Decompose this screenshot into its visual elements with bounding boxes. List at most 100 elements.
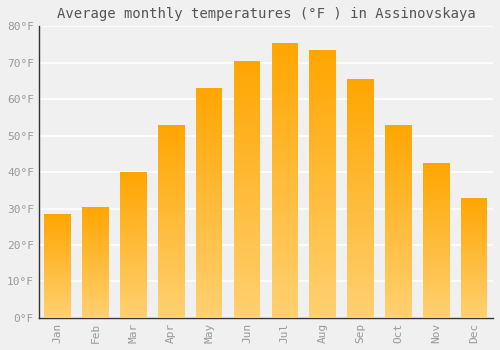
Bar: [461, 275, 487, 276]
Bar: [272, 290, 298, 293]
Bar: [196, 127, 222, 130]
Bar: [82, 245, 109, 246]
Bar: [461, 317, 487, 318]
Bar: [158, 279, 184, 281]
Bar: [423, 284, 450, 285]
Bar: [423, 168, 450, 169]
Bar: [385, 140, 411, 142]
Bar: [44, 230, 71, 231]
Bar: [348, 296, 374, 299]
Bar: [461, 243, 487, 245]
Bar: [348, 256, 374, 258]
Bar: [461, 254, 487, 256]
Bar: [423, 242, 450, 244]
Bar: [196, 242, 222, 244]
Bar: [461, 223, 487, 224]
Bar: [461, 284, 487, 286]
Bar: [272, 249, 298, 252]
Bar: [82, 279, 109, 280]
Bar: [44, 309, 71, 310]
Bar: [272, 109, 298, 112]
Bar: [385, 181, 411, 183]
Bar: [44, 235, 71, 236]
Bar: [272, 180, 298, 183]
Bar: [272, 51, 298, 54]
Bar: [44, 278, 71, 279]
Bar: [234, 115, 260, 118]
Bar: [423, 193, 450, 194]
Bar: [348, 151, 374, 153]
Bar: [234, 156, 260, 159]
Bar: [44, 234, 71, 235]
Bar: [158, 237, 184, 239]
Bar: [158, 189, 184, 190]
Bar: [272, 199, 298, 202]
Bar: [310, 82, 336, 85]
Bar: [385, 231, 411, 233]
Bar: [461, 215, 487, 216]
Bar: [158, 148, 184, 150]
Bar: [272, 288, 298, 290]
Bar: [158, 273, 184, 275]
Bar: [158, 127, 184, 128]
Bar: [82, 252, 109, 253]
Bar: [82, 267, 109, 268]
Bar: [120, 236, 146, 238]
Bar: [310, 313, 336, 315]
Bar: [310, 160, 336, 162]
Bar: [272, 81, 298, 84]
Bar: [82, 266, 109, 267]
Bar: [310, 211, 336, 214]
Bar: [120, 279, 146, 280]
Bar: [120, 246, 146, 248]
Bar: [272, 263, 298, 266]
Bar: [234, 89, 260, 92]
Bar: [348, 208, 374, 210]
Bar: [348, 155, 374, 158]
Bar: [272, 285, 298, 288]
Bar: [82, 225, 109, 226]
Bar: [196, 235, 222, 238]
Bar: [196, 222, 222, 224]
Bar: [385, 128, 411, 131]
Bar: [423, 262, 450, 264]
Bar: [423, 278, 450, 279]
Bar: [44, 224, 71, 225]
Bar: [461, 248, 487, 249]
Bar: [44, 280, 71, 281]
Bar: [461, 201, 487, 202]
Bar: [234, 264, 260, 267]
Bar: [272, 186, 298, 189]
Bar: [196, 120, 222, 123]
Bar: [461, 270, 487, 271]
Bar: [120, 260, 146, 261]
Bar: [82, 273, 109, 275]
Bar: [348, 84, 374, 86]
Bar: [272, 136, 298, 139]
Bar: [310, 254, 336, 256]
Bar: [461, 289, 487, 290]
Bar: [348, 127, 374, 129]
Bar: [44, 261, 71, 262]
Bar: [158, 225, 184, 227]
Bar: [234, 112, 260, 115]
Bar: [272, 202, 298, 205]
Bar: [196, 256, 222, 258]
Bar: [423, 171, 450, 172]
Bar: [82, 239, 109, 240]
Bar: [423, 234, 450, 236]
Bar: [385, 167, 411, 169]
Bar: [44, 216, 71, 217]
Bar: [158, 229, 184, 231]
Bar: [44, 300, 71, 301]
Bar: [272, 205, 298, 208]
Bar: [234, 223, 260, 225]
Bar: [310, 294, 336, 296]
Bar: [234, 282, 260, 285]
Bar: [423, 250, 450, 251]
Bar: [196, 104, 222, 107]
Bar: [310, 66, 336, 69]
Bar: [423, 287, 450, 288]
Bar: [44, 214, 71, 215]
Bar: [461, 278, 487, 279]
